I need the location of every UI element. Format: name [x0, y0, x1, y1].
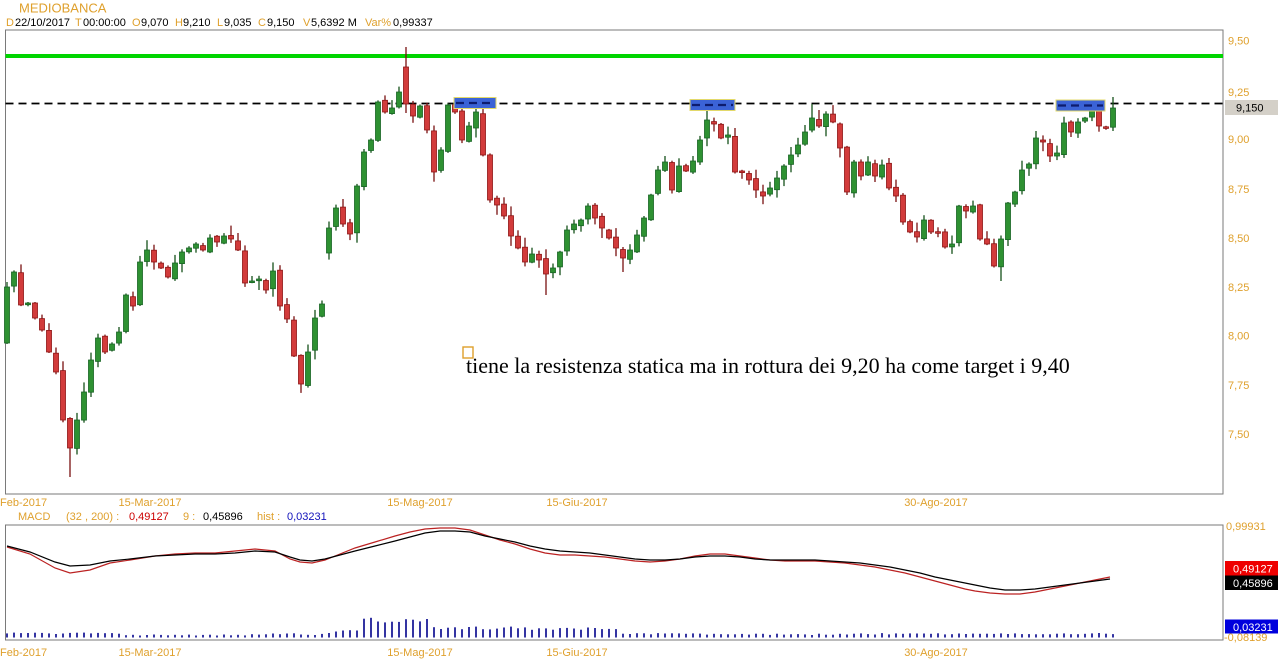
svg-text:0,45896: 0,45896: [203, 511, 243, 523]
svg-text:Feb-2017: Feb-2017: [0, 647, 47, 659]
svg-text:30-Ago-2017: 30-Ago-2017: [904, 497, 968, 509]
svg-text:9,25: 9,25: [1228, 87, 1249, 99]
svg-text:tiene la resistenza statica ma: tiene la resistenza statica ma in rottur…: [466, 353, 1070, 378]
svg-text:15-Mag-2017: 15-Mag-2017: [387, 647, 452, 659]
svg-text:0,49127: 0,49127: [1233, 564, 1273, 576]
svg-text:9,150: 9,150: [1236, 103, 1264, 115]
svg-text:8,50: 8,50: [1228, 233, 1249, 245]
svg-text:8,75: 8,75: [1228, 184, 1249, 196]
svg-text:7,50: 7,50: [1228, 429, 1249, 441]
svg-text:0,03231: 0,03231: [287, 511, 327, 523]
svg-text:9,00: 9,00: [1228, 134, 1249, 146]
svg-text:-0,08139: -0,08139: [1224, 632, 1267, 644]
svg-text:0,03231: 0,03231: [1233, 622, 1273, 634]
svg-text:8,00: 8,00: [1228, 331, 1249, 343]
svg-text:0,45896: 0,45896: [1233, 578, 1273, 590]
svg-text:15-Giu-2017: 15-Giu-2017: [546, 647, 607, 659]
svg-text:(32 , 200) :: (32 , 200) :: [66, 511, 119, 523]
svg-text:15-Mag-2017: 15-Mag-2017: [387, 497, 452, 509]
svg-text:0,49127: 0,49127: [129, 511, 169, 523]
svg-text:8,25: 8,25: [1228, 282, 1249, 294]
svg-text:MACD: MACD: [18, 511, 50, 523]
svg-text:MEDIOBANCA: MEDIOBANCA: [19, 1, 107, 16]
svg-text:15-Mar-2017: 15-Mar-2017: [119, 497, 182, 509]
svg-text:30-Ago-2017: 30-Ago-2017: [904, 647, 968, 659]
svg-text:hist :: hist :: [257, 511, 280, 523]
svg-text:15-Mar-2017: 15-Mar-2017: [119, 647, 182, 659]
svg-text:0,99931: 0,99931: [1226, 521, 1266, 533]
svg-text:Feb-2017: Feb-2017: [0, 497, 47, 509]
svg-text:9 :: 9 :: [183, 511, 195, 523]
svg-text:9,50: 9,50: [1228, 36, 1249, 48]
svg-text:15-Giu-2017: 15-Giu-2017: [546, 497, 607, 509]
svg-text:7,75: 7,75: [1228, 380, 1249, 392]
